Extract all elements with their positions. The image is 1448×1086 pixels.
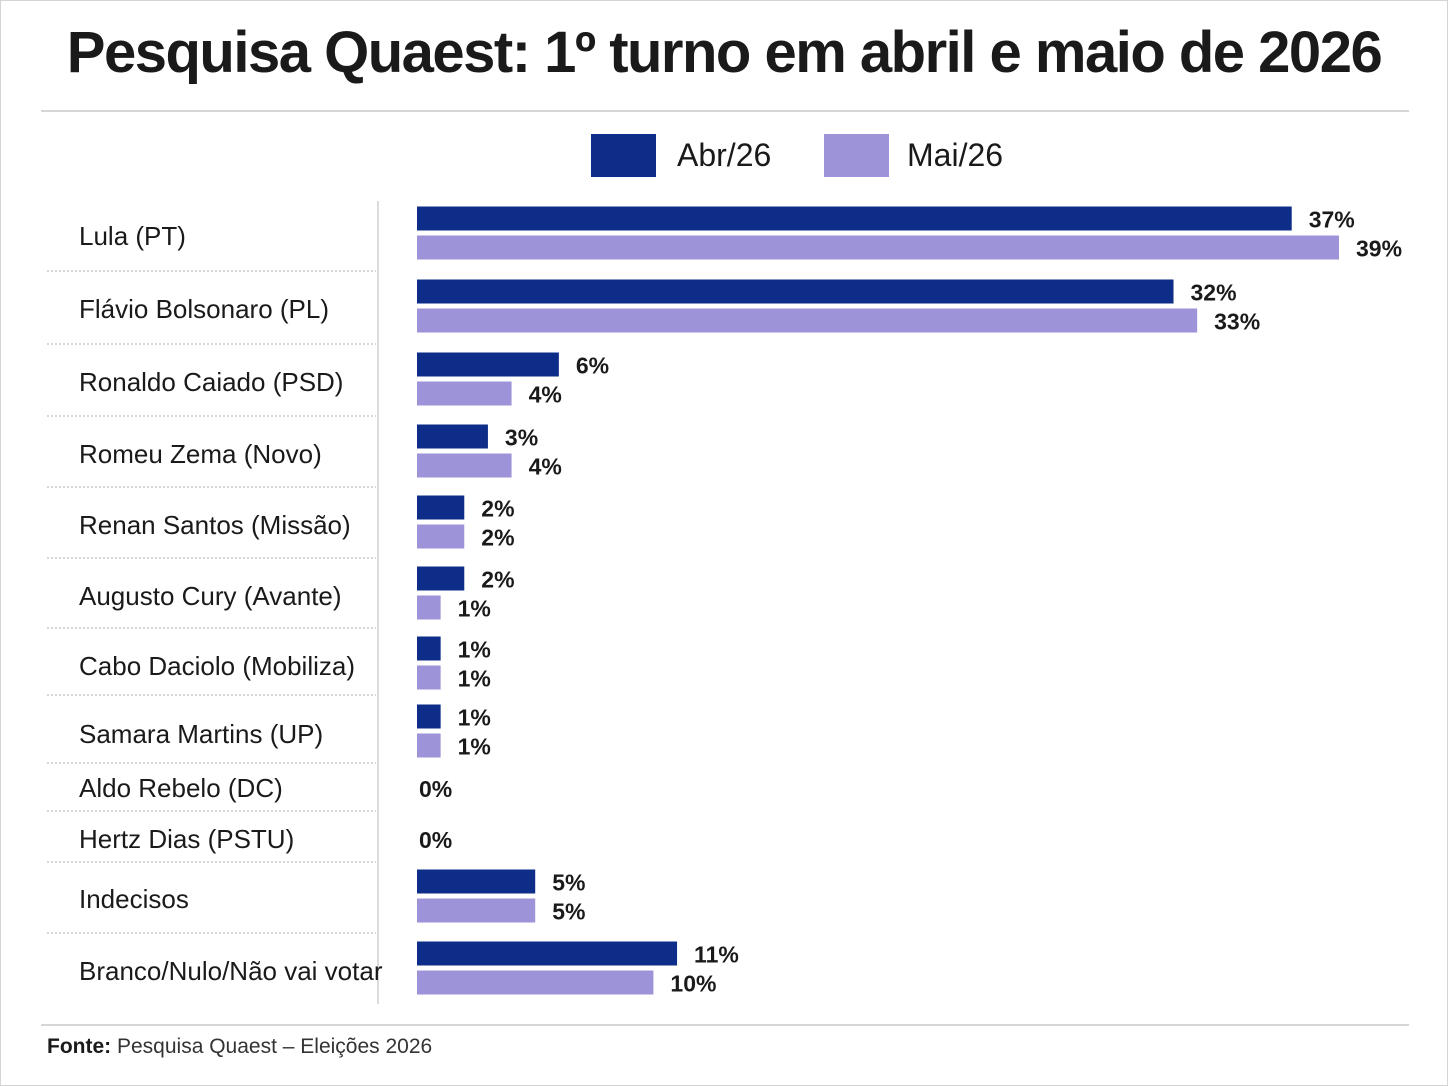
value-label-abr-row-10: 0% [419, 827, 452, 853]
bar-abr-row-11 [417, 869, 536, 894]
chart-title: Pesquisa Quaest: 1º turno em abril e mai… [66, 20, 1383, 85]
bar-abr-row-6 [417, 566, 465, 591]
category-label-row-8: Samara Martins (UP) [79, 719, 323, 749]
legend-label-abr: Abr/26 [677, 137, 772, 173]
value-label-mai-row-2: 33% [1214, 309, 1260, 335]
bar-mai-row-4 [417, 453, 512, 478]
value-label-mai-row-5: 2% [481, 525, 514, 551]
value-label-abr-row-4: 3% [505, 425, 538, 451]
category-label-row-2: Flávio Bolsonaro (PL) [79, 294, 329, 324]
value-label-mai-row-7: 1% [458, 666, 491, 692]
legend-swatch-abr [591, 134, 656, 177]
value-label-mai-row-11: 5% [552, 899, 585, 925]
bar-mai-row-7 [417, 665, 441, 690]
category-label-row-7: Cabo Daciolo (Mobiliza) [79, 651, 355, 681]
source-note: Fonte: Pesquisa Quaest – Eleições 2026 [47, 1035, 432, 1059]
bar-mai-row-11 [417, 898, 536, 923]
category-label-row-12: Branco/Nulo/Não vai votar [79, 956, 383, 986]
legend-label-mai: Mai/26 [907, 137, 1004, 173]
bar-abr-row-12 [417, 941, 678, 966]
value-label-abr-row-7: 1% [458, 637, 491, 663]
bar-mai-row-3 [417, 381, 512, 406]
value-label-mai-row-6: 1% [458, 596, 491, 622]
value-label-abr-row-3: 6% [576, 353, 609, 379]
bar-mai-row-1 [417, 235, 1339, 260]
category-label-row-9: Aldo Rebelo (DC) [79, 773, 283, 803]
bar-abr-row-3 [417, 352, 559, 377]
bar-abr-row-2 [417, 279, 1174, 304]
category-label-row-11: Indecisos [79, 884, 189, 914]
bar-abr-row-7 [417, 636, 441, 661]
value-label-mai-row-12: 10% [670, 971, 716, 997]
bar-mai-row-8 [417, 733, 441, 758]
bar-mai-row-2 [417, 308, 1198, 333]
category-label-row-6: Augusto Cury (Avante) [79, 581, 342, 611]
bar-mai-row-6 [417, 595, 441, 620]
value-label-abr-row-9: 0% [419, 776, 452, 802]
value-label-abr-row-5: 2% [481, 496, 514, 522]
footer-divider [41, 1024, 1409, 1026]
bar-abr-row-4 [417, 424, 488, 449]
category-label-row-1: Lula (PT) [79, 221, 186, 251]
title-divider [41, 110, 1409, 112]
value-label-mai-row-4: 4% [529, 454, 562, 480]
category-label-row-5: Renan Santos (Missão) [79, 510, 351, 540]
value-label-abr-row-2: 32% [1191, 280, 1237, 306]
source-text: Pesquisa Quaest – Eleições 2026 [117, 1035, 433, 1058]
bar-mai-row-12 [417, 970, 654, 995]
bar-chart: Lula (PT) 37%39% Flávio Bolsonaro (PL) 32% 3… [47, 201, 1402, 1004]
bar-mai-row-5 [417, 524, 465, 549]
value-label-mai-row-8: 1% [458, 734, 491, 760]
value-label-abr-row-6: 2% [481, 567, 514, 593]
category-label-row-3: Ronaldo Caiado (PSD) [79, 367, 343, 397]
source-label: Fonte: [47, 1035, 112, 1058]
category-label-row-4: Romeu Zema (Novo) [79, 439, 322, 469]
value-label-abr-row-8: 1% [458, 705, 491, 731]
bar-abr-row-8 [417, 704, 441, 729]
bar-abr-row-1 [417, 206, 1292, 231]
category-label-row-10: Hertz Dias (PSTU) [79, 824, 294, 854]
value-label-mai-row-3: 4% [529, 382, 562, 408]
value-label-abr-row-12: 11% [694, 942, 739, 968]
value-label-abr-row-1: 37% [1309, 207, 1355, 233]
value-label-abr-row-11: 5% [552, 870, 585, 896]
bar-abr-row-5 [417, 495, 465, 520]
legend-swatch-mai [824, 134, 889, 177]
value-label-mai-row-1: 39% [1356, 236, 1402, 262]
legend: Abr/26 Mai/26 [1, 133, 1447, 179]
